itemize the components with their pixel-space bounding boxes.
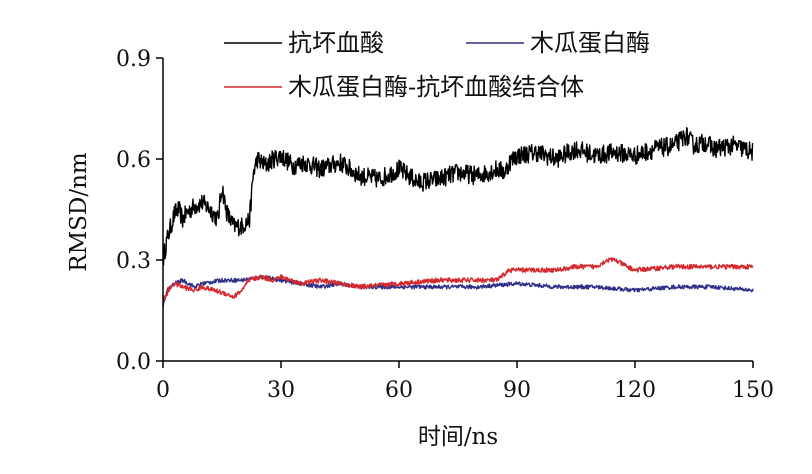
x-axis-title: 时间/ns: [418, 424, 498, 450]
x-tick-label: 60: [385, 378, 413, 403]
series-2: [162, 257, 754, 301]
legend-entry-1: 木瓜蛋白酶: [466, 29, 650, 57]
x-tick-label: 90: [503, 378, 531, 403]
y-tick-label: 0.6: [116, 148, 151, 173]
legend-label: 木瓜蛋白酶-抗坏血酸结合体: [288, 73, 584, 101]
legend-label: 木瓜蛋白酶: [530, 29, 650, 57]
series-line-0: [162, 127, 754, 266]
axes-layer: 0 30 60 90 120 150 0.0 0.3 0.6 0.9: [116, 47, 774, 403]
series-layer: [162, 127, 754, 308]
y-tick-label: 0.0: [116, 350, 151, 375]
series-line-2: [162, 257, 754, 301]
x-tick-label: 30: [267, 378, 295, 403]
legend-label: 抗坏血酸: [288, 29, 384, 57]
x-tick-label: 0: [156, 378, 170, 403]
legend-entry-0: 抗坏血酸: [224, 29, 384, 57]
y-tick-label: 0.9: [116, 47, 151, 72]
y-tick-label: 0.3: [116, 249, 151, 274]
legend-entry-2: 木瓜蛋白酶-抗坏血酸结合体: [224, 73, 584, 101]
x-tick-label: 150: [732, 378, 774, 403]
x-tick-label: 120: [614, 378, 656, 403]
series-0: [162, 127, 754, 266]
y-axis-title: RMSD/nm: [66, 152, 92, 272]
